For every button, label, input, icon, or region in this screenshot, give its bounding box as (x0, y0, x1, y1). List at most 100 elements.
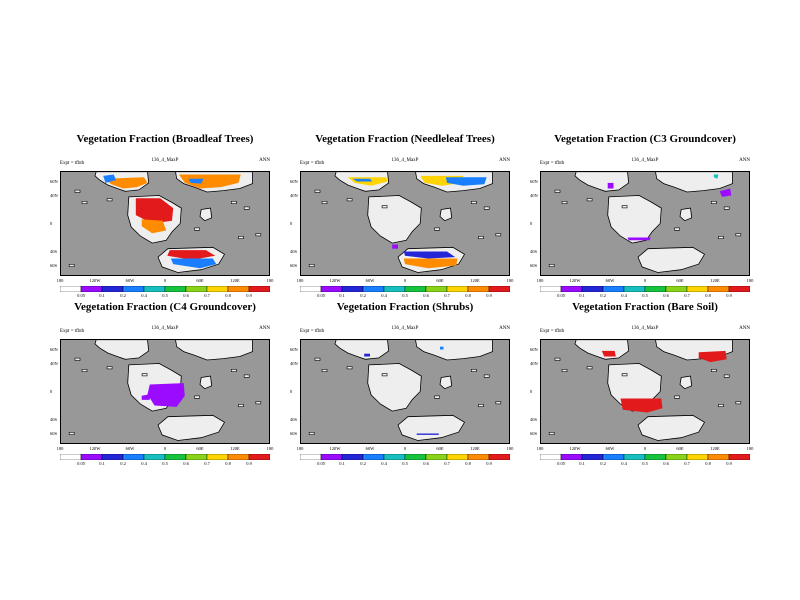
vegetation-region (719, 188, 732, 197)
continent-north-america (334, 339, 390, 360)
panel-title: Vegetation Fraction (Needleleaf Trees) (315, 133, 495, 145)
panel-title: Vegetation Fraction (Bare Soil) (572, 301, 718, 313)
colorbar-tick-label: 0.7 (444, 293, 450, 298)
lon-tick-label: 60W (605, 446, 615, 451)
colorbar-swatch (488, 454, 510, 460)
vegetation-region (403, 251, 456, 259)
colorbar-tick-label: 0.5 (402, 461, 408, 466)
lon-tick-label: 180 (296, 278, 304, 283)
island (548, 264, 555, 268)
continent-australia-antarctica (157, 414, 226, 441)
island (106, 366, 113, 370)
lon-tick-label: 180 (266, 446, 274, 451)
colorbar-tick-label: 0.6 (423, 293, 429, 298)
lon-tick-label: 180 (506, 278, 514, 283)
colorbar-swatch (581, 286, 604, 292)
continent-australia-antarctica (637, 414, 706, 441)
colorbar-tick-label: 0.05 (77, 293, 85, 298)
colorbar-tick-label: 0.2 (120, 293, 126, 298)
island (735, 233, 742, 237)
lat-tick-label: 60S (530, 430, 538, 436)
island (718, 236, 724, 240)
colorbar-tick-label: 0.7 (684, 461, 690, 466)
vegetation-region (713, 174, 719, 179)
island (321, 368, 328, 372)
lon-tick-label: 0 (403, 278, 407, 283)
lon-tick-label: 60E (676, 278, 684, 283)
vegetation-region (170, 258, 217, 269)
continent-africa-south-america (367, 363, 422, 412)
colorbar-tick-label: 0.8 (225, 293, 231, 298)
lat-tick-label: 60S (50, 430, 58, 436)
map-frame (300, 339, 510, 444)
lon-tick-label: 60E (196, 278, 204, 283)
colorbar-swatch (80, 454, 103, 460)
colorbar-swatch (320, 286, 343, 292)
colorbar-swatch (60, 286, 82, 292)
lat-tick-label: 0 (50, 220, 53, 226)
island (434, 395, 440, 399)
colorbar-swatch (101, 454, 124, 460)
colorbar-tick-label: 0.7 (684, 293, 690, 298)
season-label: ANN (259, 326, 270, 331)
colorbar-swatch (341, 286, 364, 292)
colorbar-tick-label: 0.9 (486, 461, 492, 466)
colorbar-swatch (80, 286, 103, 292)
lat-tick-label: 60S (530, 262, 538, 268)
island (554, 357, 561, 361)
lon-tick-label: 60W (125, 278, 135, 283)
island (314, 357, 321, 361)
continent-australia-antarctica (637, 246, 706, 273)
colorbar-swatch (488, 286, 510, 292)
island (321, 200, 328, 204)
map-panel: Vegetation Fraction (Needleleaf Trees) Ex… (290, 133, 513, 298)
colorbar-swatch (425, 454, 448, 460)
colorbar-tick-label: 0.2 (360, 461, 366, 466)
island (548, 432, 555, 436)
island (381, 373, 388, 377)
island (81, 368, 88, 372)
colorbar (540, 286, 750, 292)
colorbar-swatch (185, 286, 208, 292)
map-panel: Vegetation Fraction (C4 Groundcover) Expt… (50, 301, 273, 466)
vegetation-region (179, 174, 241, 189)
continent-north-america (574, 171, 630, 192)
vegetation-region (167, 250, 216, 260)
vegetation-region (607, 182, 614, 189)
colorbar-tick-label: 0.5 (642, 461, 648, 466)
island (471, 368, 477, 372)
island (68, 432, 75, 436)
vegetation-region (698, 350, 727, 363)
island (674, 227, 680, 231)
colorbar-swatch (623, 286, 646, 292)
lat-tick-label: 40S (290, 416, 298, 422)
expt-label: Expt = tfbtb (540, 161, 565, 166)
colorbar-swatch (665, 286, 688, 292)
colorbar-tick-label: 0.1 (579, 293, 585, 298)
vegetation-region (620, 398, 663, 413)
island (81, 200, 88, 204)
island (711, 368, 717, 372)
lon-tick-label: 180 (296, 446, 304, 451)
colorbar-swatch (248, 286, 270, 292)
lon-tick-label: 60W (125, 446, 135, 451)
map-panel: Vegetation Fraction (Broadleaf Trees) Exp… (50, 133, 273, 298)
island (495, 401, 502, 405)
colorbar-swatch (560, 454, 583, 460)
island (621, 373, 628, 377)
colorbar-swatch (362, 286, 385, 292)
colorbar-tick-label: 0.7 (444, 461, 450, 466)
vegetation-region (141, 219, 167, 234)
colorbar-swatch (404, 286, 427, 292)
run-label: 136_4_MaxP (631, 158, 659, 163)
island (495, 233, 502, 237)
lon-tick-label: 60E (196, 446, 204, 451)
island (586, 366, 593, 370)
lon-tick-label: 120E (710, 446, 720, 451)
lat-tick-label: 0 (50, 388, 53, 394)
season-label: ANN (499, 326, 510, 331)
map-plot (300, 339, 510, 444)
lat-tick-label: 40N (290, 192, 298, 198)
colorbar-tick-label: 0.05 (557, 461, 565, 466)
colorbar-tick-label: 0.05 (317, 461, 325, 466)
